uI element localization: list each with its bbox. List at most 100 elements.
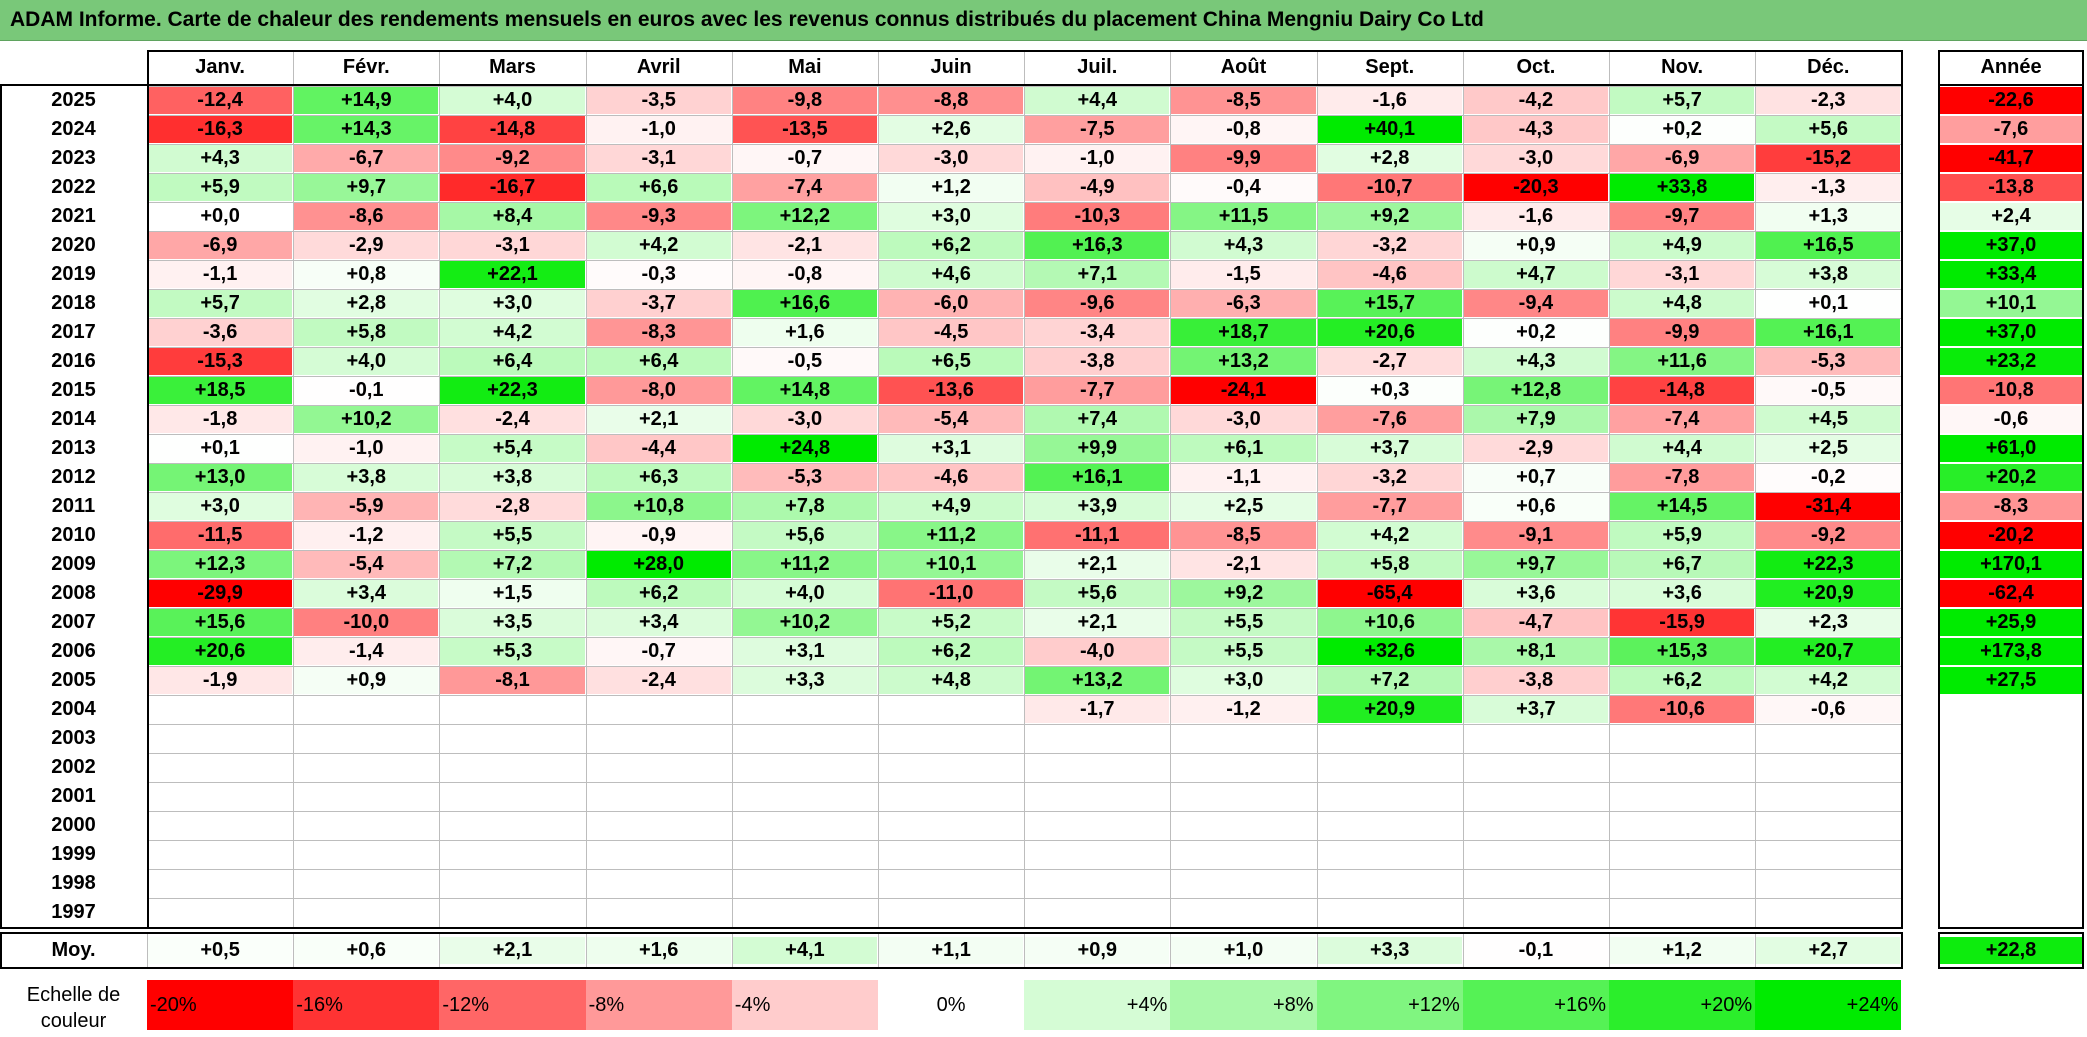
heatmap-cell: +5,4	[440, 435, 585, 462]
column-divider	[1024, 50, 1026, 927]
heatmap-cell	[1610, 812, 1755, 839]
heatmap-cell: -14,8	[440, 116, 585, 143]
heatmap-cell: -1,7	[1025, 696, 1170, 723]
heatmap-cell: -6,7	[294, 145, 439, 172]
column-divider	[1462, 50, 1464, 927]
column-divider	[1609, 934, 1610, 967]
heatmap-cell	[1317, 812, 1462, 839]
column-divider	[585, 934, 587, 967]
heatmap-cell	[1171, 725, 1316, 752]
scale-swatch: +8%	[1170, 980, 1317, 1030]
heatmap-cell	[586, 812, 731, 839]
heatmap-cell: -3,1	[1610, 261, 1755, 288]
heatmap-cell: -0,5	[732, 348, 877, 375]
scale-swatch: +24%	[1755, 980, 1902, 1030]
heatmap-cell	[879, 754, 1024, 781]
heatmap-cell: +16,6	[732, 290, 877, 317]
heatmap-cell: +2,6	[879, 116, 1024, 143]
heatmap-cell	[586, 783, 731, 810]
heatmap-cell: -2,1	[1171, 551, 1316, 578]
month-header: Juil.	[1077, 56, 1118, 78]
year-label: 2001	[51, 785, 96, 807]
heatmap-cell: -9,4	[1463, 290, 1608, 317]
annual-cell	[1939, 812, 2083, 839]
heatmap-cell: +5,8	[294, 319, 439, 346]
heatmap-cell: +28,0	[586, 551, 731, 578]
heatmap-cell: -9,9	[1171, 145, 1316, 172]
heatmap-cell: +7,2	[1317, 667, 1462, 694]
month-header: Juin	[930, 56, 972, 78]
heatmap-cell: -3,4	[1025, 319, 1170, 346]
heatmap-cell	[294, 783, 439, 810]
heatmap-cell	[1756, 812, 1901, 839]
heatmap-cell: -1,9	[148, 667, 293, 694]
heatmap-cell: -2,9	[1463, 435, 1608, 462]
heatmap-cell: +4,0	[294, 348, 439, 375]
heatmap-cell	[1025, 870, 1170, 897]
column-divider	[1755, 934, 1757, 967]
heatmap-cell	[586, 899, 731, 926]
heatmap-cell: -16,3	[148, 116, 293, 143]
scale-swatch: +12%	[1316, 980, 1463, 1030]
average-annual-cell: +22,8	[1939, 937, 2083, 964]
heatmap-cell: -9,3	[586, 203, 731, 230]
heatmap-cell	[1610, 841, 1755, 868]
heatmap-cell: -11,5	[148, 522, 293, 549]
heatmap-cell: +4,3	[1171, 232, 1316, 259]
row-divider	[147, 782, 1902, 783]
heatmap-cell: +14,3	[294, 116, 439, 143]
heatmap-cell: +6,2	[1610, 667, 1755, 694]
heatmap-cell: -2,8	[440, 493, 585, 520]
heatmap-cell: +0,9	[1463, 232, 1608, 259]
row-divider	[147, 202, 1902, 203]
heatmap-cell	[1610, 870, 1755, 897]
average-cell: +1,2	[1610, 937, 1755, 964]
heatmap-cell: +22,3	[440, 377, 585, 404]
heatmap-cell	[1610, 899, 1755, 926]
year-label: 2014	[51, 408, 96, 430]
heatmap-cell: +16,1	[1025, 464, 1170, 491]
heatmap-cell: +6,2	[586, 580, 731, 607]
heatmap-cell: -1,0	[294, 435, 439, 462]
heatmap-cell: -1,6	[1463, 203, 1608, 230]
heatmap-cell: +13,0	[148, 464, 293, 491]
heatmap-cell: +11,6	[1610, 348, 1755, 375]
heatmap-cell: +5,3	[440, 638, 585, 665]
scale-label: Echelle de couleur	[0, 980, 147, 1036]
heatmap-cell: -0,7	[732, 145, 877, 172]
heatmap-cell: +20,9	[1756, 580, 1901, 607]
heatmap-cell: +9,2	[1171, 580, 1316, 607]
heatmap-cell: -2,3	[1756, 87, 1901, 114]
heatmap-cell: -10,3	[1025, 203, 1170, 230]
heatmap-cell	[440, 812, 585, 839]
heatmap-cell: +11,2	[879, 522, 1024, 549]
year-label: 2004	[51, 698, 96, 720]
year-label: 2016	[51, 350, 96, 372]
annual-cell: +37,0	[1939, 232, 2083, 259]
heatmap-cell	[294, 841, 439, 868]
heatmap-cell: +7,8	[732, 493, 877, 520]
heatmap-cell	[440, 754, 585, 781]
heatmap-cell: -4,3	[1463, 116, 1608, 143]
month-header: Oct.	[1516, 56, 1556, 78]
heatmap-cell	[1025, 841, 1170, 868]
table-border-outer-left	[0, 84, 2, 927]
heatmap-cell: -3,1	[440, 232, 585, 259]
heatmap-cell	[879, 783, 1024, 810]
average-border-bottom	[0, 967, 1904, 969]
heatmap-cell: -7,8	[1610, 464, 1755, 491]
heatmap-cell: -10,0	[294, 609, 439, 636]
year-label: 2025	[51, 89, 96, 111]
month-header: Déc.	[1807, 56, 1850, 78]
heatmap-cell	[1317, 899, 1462, 926]
heatmap-cell	[440, 725, 585, 752]
heatmap-cell: +5,5	[1171, 609, 1316, 636]
heatmap-cell: -1,0	[586, 116, 731, 143]
heatmap-cell	[1171, 754, 1316, 781]
heatmap-cell: -1,4	[294, 638, 439, 665]
heatmap-cell	[294, 696, 439, 723]
heatmap-cell: +4,4	[1610, 435, 1755, 462]
heatmap-cell: -9,2	[1756, 522, 1901, 549]
average-cell: +4,1	[732, 937, 877, 964]
heatmap-cell	[1756, 841, 1901, 868]
